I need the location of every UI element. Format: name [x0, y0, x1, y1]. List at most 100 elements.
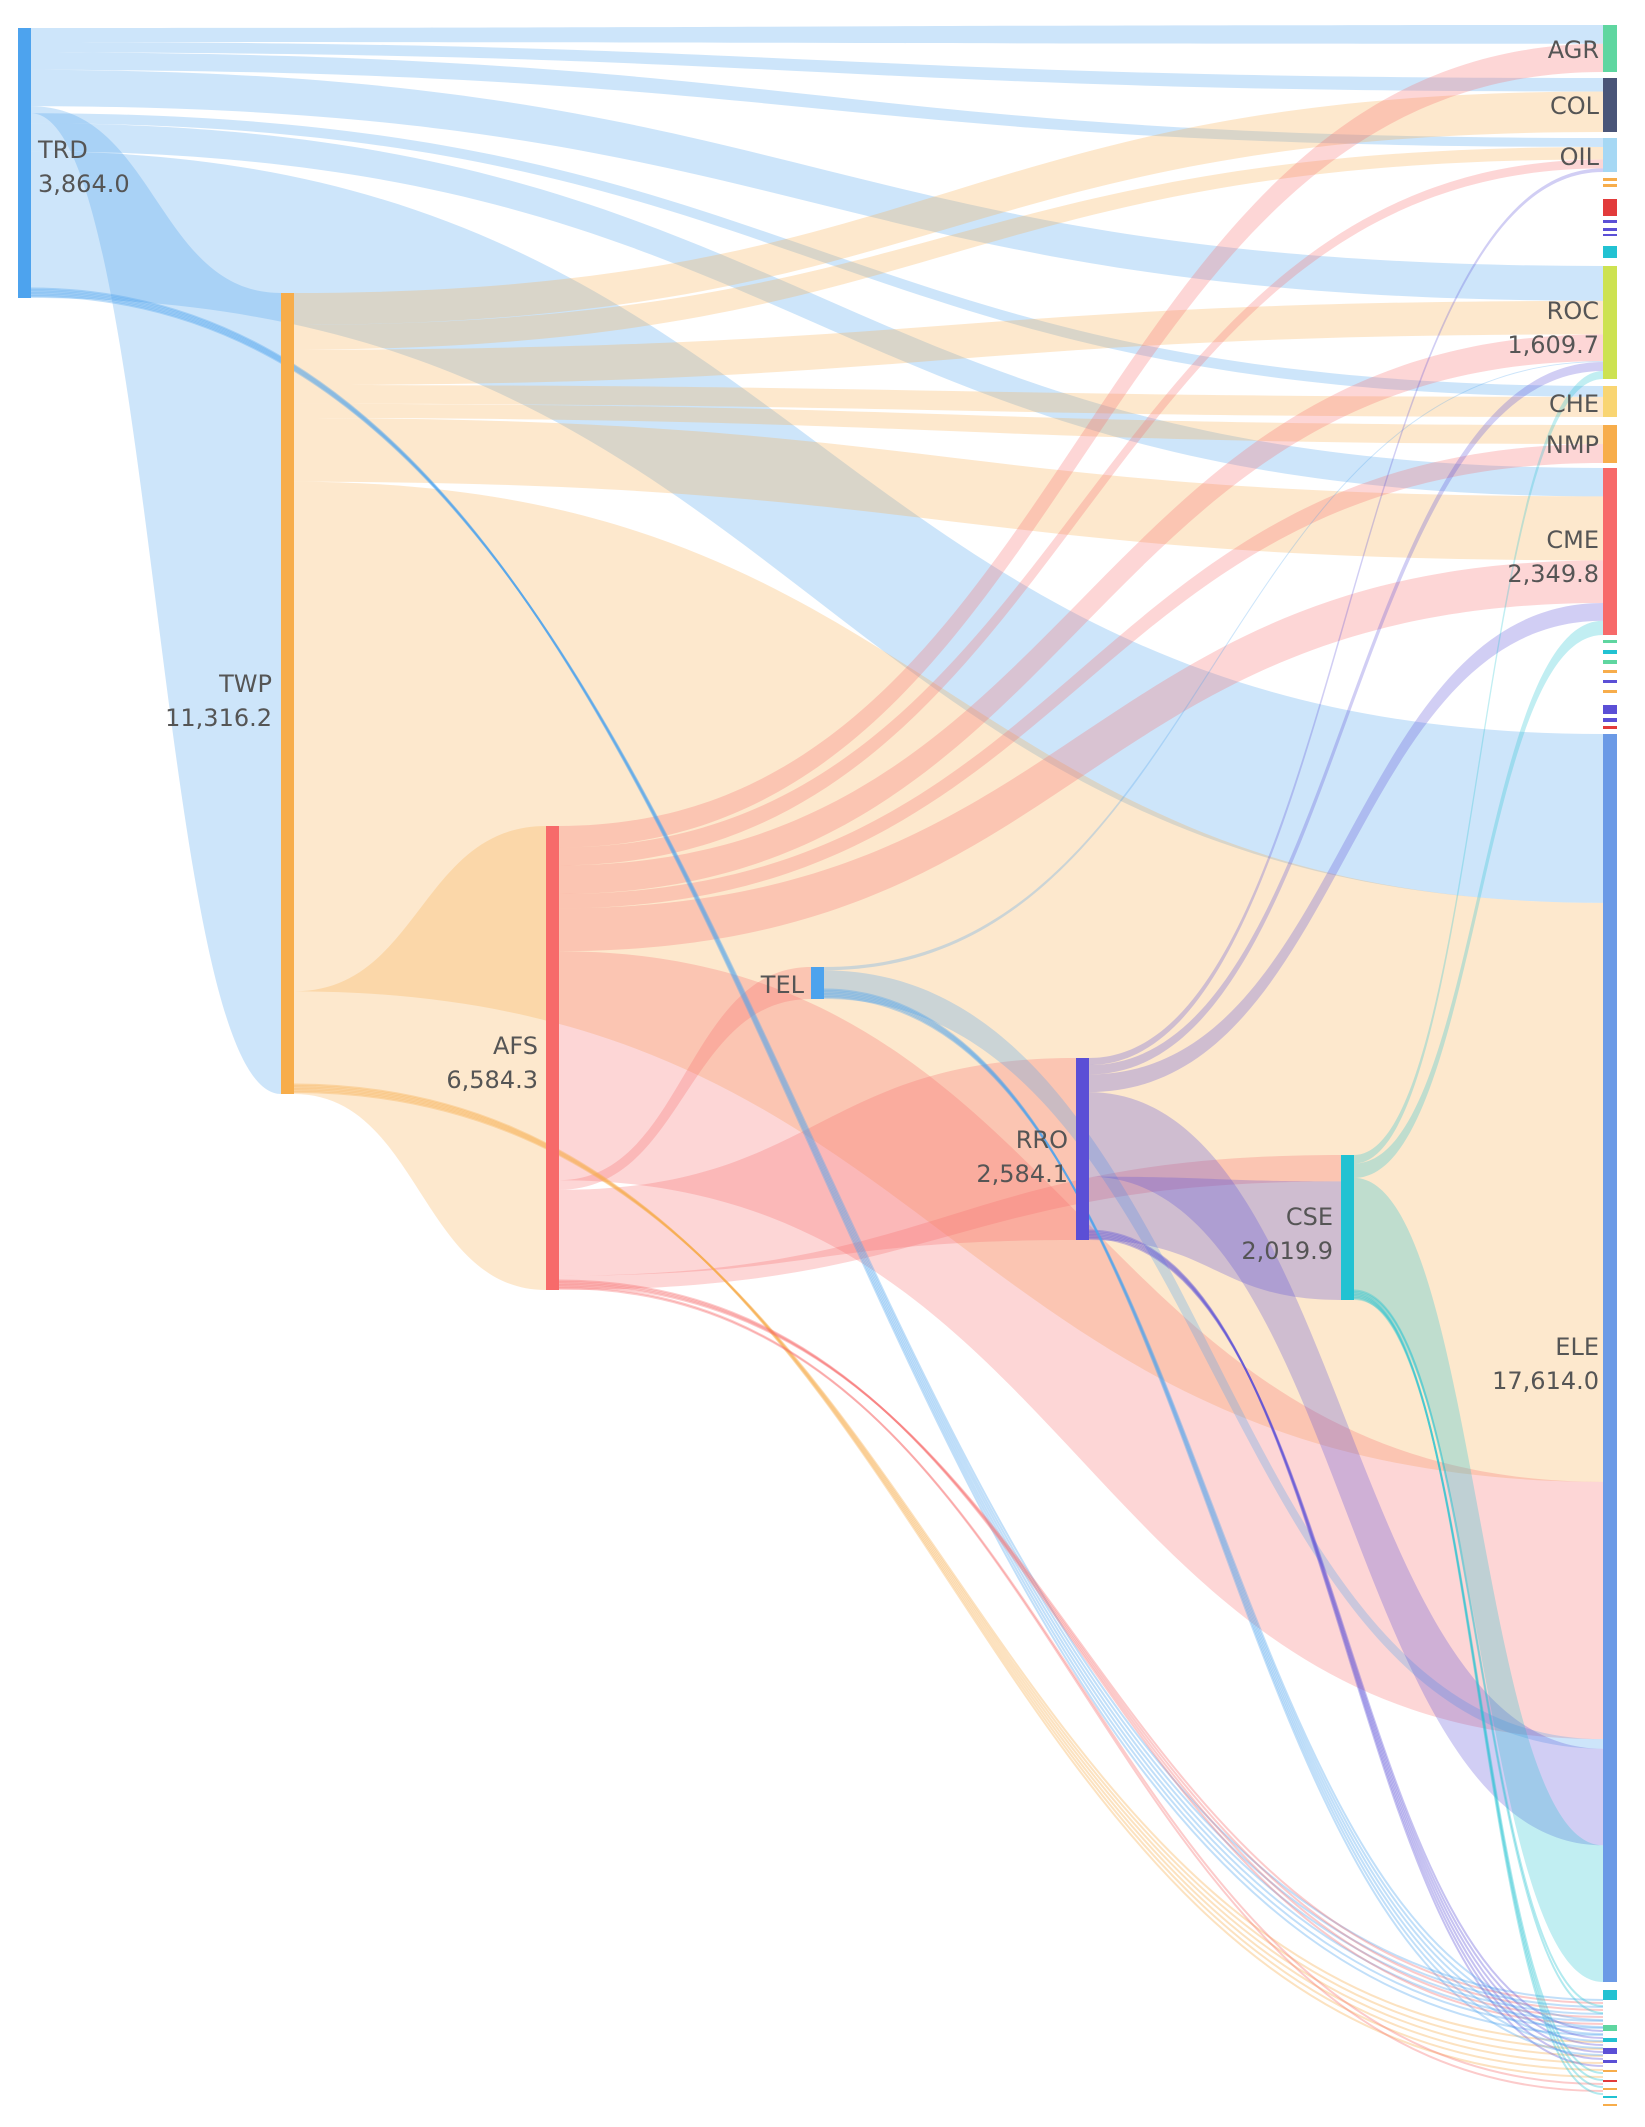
node-minor [1603, 2096, 1617, 2098]
node-minor [1603, 726, 1617, 729]
minor-link [823, 993, 1604, 2035]
minor-link [1088, 1229, 1604, 2067]
link-rro-cme [1089, 603, 1603, 1093]
minor-link [30, 295, 1604, 2001]
minor-link [558, 1285, 1604, 2092]
node-minor [1603, 650, 1617, 654]
node-cse[interactable] [1341, 1155, 1354, 1300]
link-cse-roc [1354, 371, 1603, 1164]
minor-link [30, 293, 1604, 2008]
link-trd-che [31, 113, 1603, 397]
node-minor [1603, 246, 1617, 258]
minor-link [558, 1282, 1604, 2011]
link-twp-cme [294, 418, 1603, 561]
link-afs-cme [559, 560, 1603, 952]
label-CHE: CHE [1549, 390, 1599, 418]
link-rro-roc [1089, 362, 1603, 1075]
node-minor [1603, 2048, 1617, 2054]
minor-link [1088, 1234, 1604, 2046]
minor-link [30, 292, 1604, 2015]
minor-link [1353, 1297, 1604, 2074]
node-minor [1603, 2038, 1617, 2042]
minor-link [30, 289, 1604, 2029]
label-TRD: TRD 3,864.0 [37, 136, 130, 198]
node-che[interactable] [1603, 386, 1617, 417]
minor-link [1353, 1292, 1604, 2095]
node-minor [1603, 184, 1617, 187]
node-minor [1603, 1990, 1617, 2000]
node-minor [1603, 2025, 1617, 2031]
link-afs-oil [559, 159, 1603, 866]
minor-link [1088, 1232, 1604, 2053]
link-rro-cse [1089, 1176, 1341, 1300]
minor-link [823, 990, 1604, 2049]
link-cse-ele [1354, 1177, 1603, 1982]
node-minor [1603, 670, 1617, 673]
nodes-layer [18, 25, 1617, 2106]
node-roc[interactable] [1603, 266, 1617, 379]
node-trd[interactable] [18, 28, 31, 298]
node-minor [1603, 2070, 1617, 2072]
label-NMP: NMP [1546, 431, 1599, 459]
link-twp-roc [294, 300, 1603, 386]
node-minor [1603, 228, 1617, 231]
node-minor [1603, 178, 1617, 181]
minor-link [558, 1284, 1604, 2004]
node-nmp[interactable] [1603, 425, 1617, 463]
node-twp[interactable] [281, 293, 294, 1094]
link-afs-roc [559, 334, 1603, 894]
link-trd-twp [31, 106, 281, 1095]
node-minor [1603, 2088, 1617, 2090]
node-tel[interactable] [811, 967, 824, 999]
minor-link [1353, 1295, 1604, 2081]
label-ROC: ROC 1,609.7 [1507, 297, 1599, 359]
minor-link [1088, 1231, 1604, 2060]
link-trd-col [31, 41, 1603, 92]
node-minor [1603, 640, 1617, 643]
node-minor [1603, 660, 1617, 664]
link-trd-oil [31, 52, 1603, 147]
labels-layer: TRD 3,864.0 TWP 11,316.2 AFS 6,584.3 TEL RR… [37, 36, 1600, 1395]
minor-link [823, 988, 1604, 2056]
link-cse-cme [1354, 620, 1603, 1178]
label-CME: CME 2,349.8 [1507, 526, 1599, 588]
node-minor [1603, 718, 1617, 722]
link-afs-agr [559, 43, 1603, 848]
link-afs-tel [559, 967, 811, 1190]
node-minor [1603, 680, 1617, 683]
link-twp-oil [294, 146, 1603, 350]
node-minor [1603, 220, 1617, 223]
node-oil[interactable] [1603, 138, 1617, 172]
node-minor [1603, 2060, 1617, 2063]
link-twp-nmp [294, 403, 1603, 444]
label-TWP: TWP 11,316.2 [165, 670, 272, 732]
minor-link [30, 287, 1604, 2036]
node-minor [1603, 199, 1617, 216]
link-rro-ele [1089, 1092, 1603, 1846]
node-rro[interactable] [1076, 1058, 1089, 1240]
label-CSE: CSE 2,019.9 [1241, 1203, 1333, 1265]
links-layer [30, 25, 1604, 2095]
minor-link [1353, 1294, 1604, 2088]
link-trd-roc [31, 69, 1603, 301]
node-ele[interactable] [1603, 734, 1617, 1982]
minor-link [823, 996, 1604, 2021]
label-RRO: RRO 2,584.1 [976, 1126, 1068, 1188]
minor-link [30, 290, 1604, 2022]
minor-link [823, 994, 1604, 2028]
link-afs-ele [559, 951, 1603, 1740]
node-minor [1603, 2104, 1617, 2106]
link-trd-ele [31, 151, 1603, 903]
label-AGR: AGR [1548, 36, 1599, 64]
node-cme[interactable] [1603, 468, 1617, 635]
link-rro-oil [1089, 168, 1603, 1066]
node-minor [1603, 2080, 1617, 2082]
node-minor [1603, 234, 1617, 236]
link-afs-nmp [559, 444, 1603, 909]
node-col[interactable] [1603, 78, 1617, 132]
node-agr[interactable] [1603, 25, 1617, 72]
link-twp-ele [294, 481, 1603, 1482]
link-trd-agr [31, 25, 1603, 44]
node-afs[interactable] [546, 826, 559, 1290]
